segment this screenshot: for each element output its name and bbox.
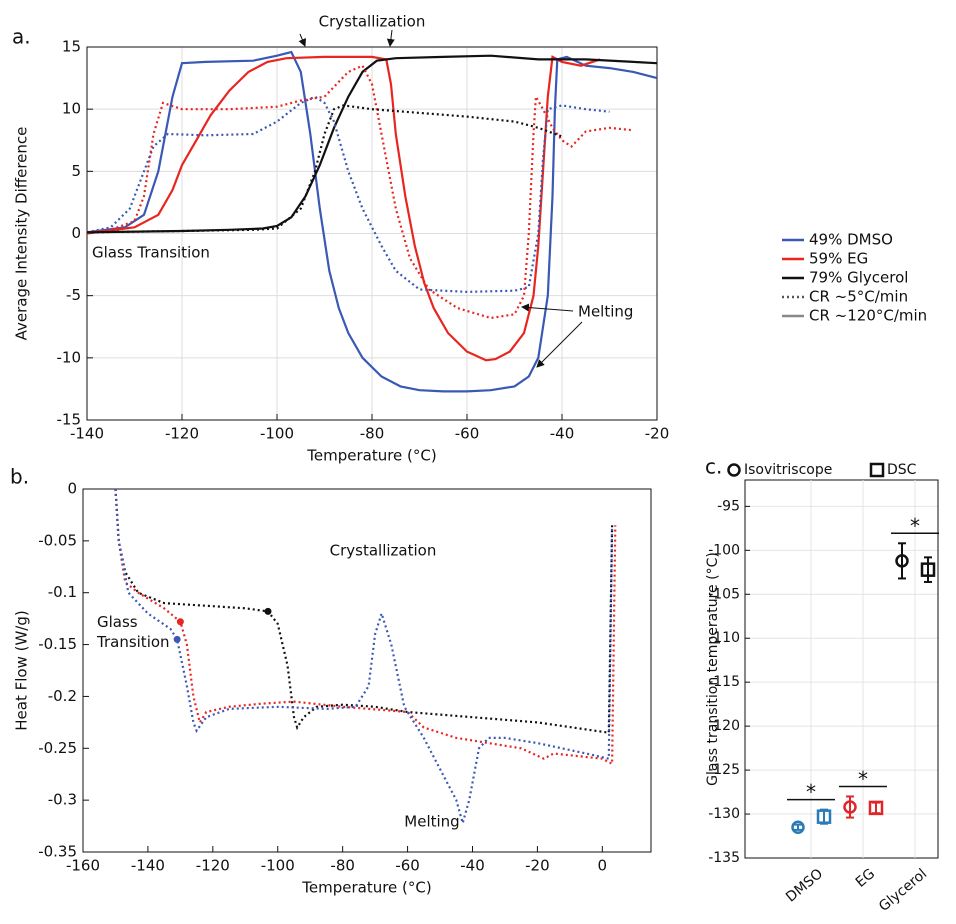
y-tick-label: -0.25	[38, 739, 77, 757]
point	[791, 820, 805, 834]
legend-swatch	[727, 463, 741, 477]
x-tick-label: -60	[455, 425, 480, 443]
point-marker	[176, 618, 184, 626]
y-tick-label: -105	[708, 586, 740, 602]
annotation: Crystallization	[330, 542, 437, 560]
y-axis-label: Glass transition temperature (°C)	[705, 552, 721, 786]
y-tick-label: -10	[57, 348, 82, 366]
x-tick-label: -20	[525, 857, 550, 875]
significance-label: *	[806, 780, 816, 804]
significance-label: *	[910, 514, 920, 538]
point-marker	[173, 635, 181, 643]
y-tick-label: 10	[62, 100, 81, 118]
data-line	[114, 488, 614, 734]
y-tick-label: -120	[708, 718, 740, 734]
point	[920, 562, 936, 577]
plot-frame	[744, 479, 939, 859]
y-axis-label: Average Intensity Difference	[13, 127, 31, 341]
point-marker	[264, 607, 272, 615]
x-tick-label: -20	[645, 425, 670, 443]
x-tick-label: Glycerol	[876, 866, 930, 915]
y-tick-label: -115	[708, 674, 740, 690]
y-axis-label: Heat Flow (W/g)	[13, 610, 31, 730]
y-tick-label: -0.3	[48, 791, 77, 809]
arrow	[521, 303, 574, 312]
x-tick-label: -100	[260, 425, 294, 443]
x-tick-label: 0	[598, 857, 608, 875]
x-tick-label: -80	[330, 857, 355, 875]
plot-frame	[82, 488, 652, 853]
x-axis-label: Temperature (°C)	[306, 447, 436, 465]
panel-label: b.	[10, 465, 29, 489]
legend-swatch	[869, 462, 885, 478]
y-tick-label: 5	[71, 162, 81, 180]
y-tick-label: -0.35	[38, 843, 77, 861]
annotation: Glass Transition	[96, 613, 170, 651]
x-tick-label: -40	[460, 857, 485, 875]
annotation: Melting	[404, 813, 459, 831]
data-line	[114, 488, 617, 766]
x-tick-label: -140	[70, 425, 104, 443]
x-tick-label: -80	[360, 425, 385, 443]
x-tick-label: -60	[395, 857, 420, 875]
data-line	[86, 55, 601, 362]
legend-label: 79% Glycerol	[809, 269, 908, 287]
point	[868, 800, 884, 816]
x-axis-label: Temperature (°C)	[301, 879, 431, 897]
point	[895, 554, 909, 568]
point	[843, 800, 857, 814]
legend-label: 49% DMSO	[809, 231, 893, 249]
data-line	[86, 50, 658, 393]
x-tick-label: DMSO	[783, 866, 826, 906]
legend-label: DSC	[887, 462, 917, 478]
x-tick-label: -160	[66, 857, 100, 875]
y-tick-label: -130	[708, 806, 740, 822]
y-tick-label: -100	[708, 542, 740, 558]
y-tick-label: -0.05	[38, 531, 77, 549]
data-line	[86, 64, 634, 320]
legend-label: Isovitriscope	[744, 462, 832, 478]
legend-label: CR ~5°C/min	[809, 288, 908, 306]
y-tick-label: -5	[66, 286, 81, 304]
x-tick-label: -100	[261, 857, 295, 875]
x-tick-label: -140	[131, 857, 165, 875]
arrow	[536, 321, 583, 368]
y-tick-label: -0.2	[48, 687, 77, 705]
y-tick-label: -135	[708, 850, 740, 866]
y-tick-label: -95	[717, 498, 740, 514]
y-tick-label: 0	[67, 480, 77, 498]
annotation: Melting	[578, 303, 633, 321]
y-tick-label: -125	[708, 762, 740, 778]
y-tick-label: -15	[57, 411, 82, 429]
arrow	[386, 29, 395, 47]
y-tick-label: -0.1	[48, 583, 77, 601]
panel-label: c.	[705, 455, 722, 479]
legend-label: CR ~120°C/min	[809, 307, 927, 325]
y-tick-label: 0	[71, 224, 81, 242]
arrow	[298, 33, 306, 47]
y-tick-label: -0.15	[38, 635, 77, 653]
x-tick-label: -120	[165, 425, 199, 443]
plot-area	[83, 489, 651, 852]
x-tick-label: EG	[853, 866, 878, 891]
significance-label: *	[858, 767, 868, 791]
panel-label: a.	[12, 25, 31, 49]
data-line	[86, 104, 563, 234]
x-tick-label: -120	[196, 857, 230, 875]
annotation: Crystallization	[319, 13, 426, 31]
data-line	[114, 488, 614, 828]
point	[816, 809, 832, 824]
y-tick-label: -110	[708, 630, 740, 646]
y-tick-label: 15	[62, 38, 81, 56]
legend-label: 59% EG	[809, 250, 868, 268]
annotation: Glass Transition	[92, 244, 210, 262]
x-tick-label: -40	[550, 425, 575, 443]
